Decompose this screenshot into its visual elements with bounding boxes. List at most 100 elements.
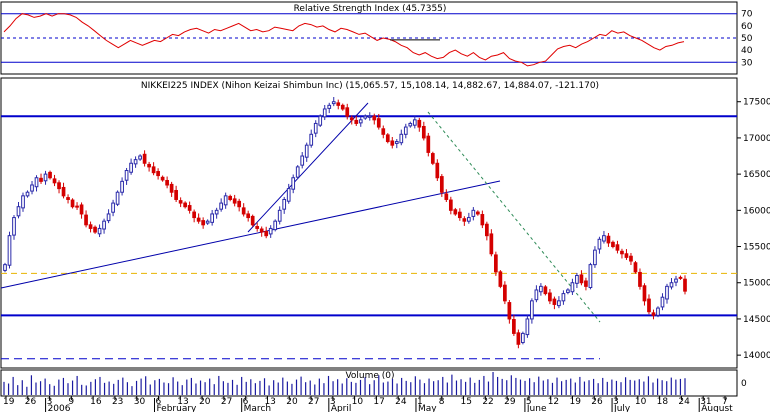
candle (435, 159, 440, 182)
x-day-label: 22 (482, 397, 493, 407)
candle (124, 167, 129, 185)
x-day-label: 13 (264, 397, 275, 407)
candle (30, 181, 34, 195)
x-day-label: 3 (613, 397, 619, 407)
rsi-tick-label: 30 (741, 58, 753, 68)
candle (12, 215, 16, 240)
x-day-label: 18 (657, 397, 669, 407)
candle (286, 183, 291, 204)
x-day-label: 12 (548, 397, 559, 407)
candle (358, 116, 363, 127)
candle (187, 201, 192, 214)
candle (273, 219, 278, 232)
candle (295, 165, 300, 179)
x-day-label: 5 (526, 397, 532, 407)
x-month-label: June (526, 404, 547, 412)
candle (633, 260, 638, 274)
candle (340, 103, 345, 111)
candle (525, 314, 530, 338)
candle (403, 123, 408, 139)
candle (48, 170, 52, 180)
candle (530, 298, 534, 324)
candle (255, 222, 260, 232)
candle (354, 115, 359, 126)
candle (570, 278, 575, 295)
candle (507, 300, 512, 324)
candle (75, 202, 79, 210)
candle (142, 150, 147, 167)
candle (390, 136, 395, 149)
candle (196, 213, 201, 224)
candle (381, 125, 386, 139)
x-day-label: 17 (373, 397, 384, 407)
candle (372, 113, 377, 125)
candle (453, 207, 458, 216)
rsi-series-line (3, 13, 685, 67)
price-tick-label: 14500 (743, 315, 770, 325)
candle (575, 272, 579, 289)
candle (457, 208, 462, 221)
x-day-label: 27 (221, 397, 232, 407)
candle (57, 180, 61, 194)
candle (79, 202, 84, 219)
candle (43, 170, 48, 185)
candle (552, 296, 557, 310)
candle (61, 182, 66, 199)
candle (93, 225, 97, 234)
price-panel: NIKKEI225 INDEX (Nihon Keizai Shimbun In… (0, 77, 770, 369)
candle (363, 114, 368, 120)
rsi-y-axis: 30 40 50 60 70 (741, 10, 753, 69)
candle (133, 156, 138, 168)
candle (201, 217, 205, 229)
candle (439, 174, 444, 197)
candle (88, 221, 93, 233)
candle (129, 158, 133, 175)
price-tick-label: 17000 (743, 134, 770, 144)
candle (246, 210, 251, 222)
x-month-label: July (613, 404, 631, 412)
x-day-label: 20 (199, 397, 211, 407)
x-month-label: February (157, 404, 198, 412)
candle (232, 194, 237, 207)
candle (674, 275, 678, 287)
candle (566, 288, 570, 295)
x-day-label: 13 (177, 397, 188, 407)
candle (669, 278, 674, 290)
candle (683, 275, 687, 295)
x-day-label: 6 (156, 397, 162, 407)
candle (84, 210, 88, 228)
candle (494, 251, 498, 276)
x-day-label: 19 (569, 397, 581, 407)
candle (66, 194, 70, 204)
candle (52, 174, 57, 187)
x-day-label: 7 (722, 397, 728, 407)
candle (656, 306, 660, 318)
x-day-label: 29 (504, 397, 516, 407)
price-frame (0, 77, 738, 369)
x-day-label: 8 (439, 397, 445, 407)
x-day-label: 20 (286, 397, 298, 407)
price-tick-label: 15500 (743, 243, 770, 253)
candle (534, 285, 539, 303)
candle (327, 102, 332, 114)
candle (214, 207, 219, 219)
candle (539, 283, 543, 296)
x-day-label: 27 (308, 397, 319, 407)
price-y-axis: 14000 14500 15000 15500 16000 16500 17000 17500 (737, 98, 770, 361)
x-day-label: 24 (395, 397, 407, 407)
x-month-label: May (418, 404, 437, 412)
candle (417, 117, 422, 132)
long-uptrend-line (0, 180, 501, 289)
candle (97, 224, 102, 238)
candle (548, 289, 552, 305)
candle (512, 314, 516, 336)
candle (426, 132, 431, 157)
candle (318, 114, 323, 127)
candle (678, 275, 683, 280)
candle (250, 214, 255, 227)
candle (611, 240, 615, 249)
x-day-label: 26 (591, 397, 603, 407)
candle (102, 218, 106, 234)
candle (228, 194, 233, 202)
candle (259, 226, 264, 237)
